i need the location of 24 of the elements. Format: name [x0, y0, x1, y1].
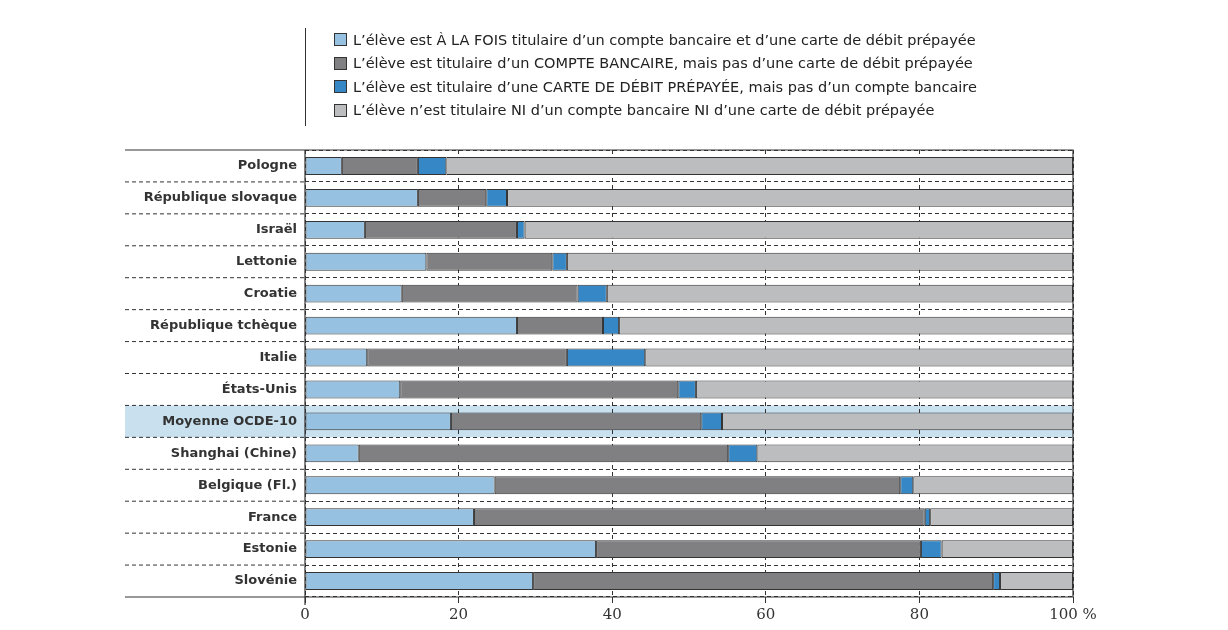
y-tick-label: Moyenne OCDE-10: [162, 412, 297, 428]
legend-label: L’élève est À LA FOIS titulaire d’un compte bancaire et d’une carte de débit prépayée: [353, 31, 976, 48]
y-tick-label: République slovaque: [143, 189, 298, 205]
x-tick-label: 60: [756, 604, 776, 623]
y-tick-label: Shanghai (Chine): [170, 444, 297, 460]
y-tick-label: Italie: [259, 348, 298, 364]
y-tick-label: Croatie: [243, 285, 298, 301]
y-tick-label: France: [247, 508, 298, 524]
x-tick-label: 40: [602, 604, 622, 623]
x-tick-label: 0: [300, 604, 310, 623]
legend-label: L’élève est titulaire d’une CARTE DE DÉBIT PRÉPAYÉE, mais pas d’un compte bancaire: [353, 78, 977, 95]
y-tick-label: États-Unis: [221, 380, 298, 396]
y-tick-label: Lettonie: [236, 253, 298, 269]
y-tick-label: Estonie: [242, 540, 298, 556]
legend-label: L’élève n’est titulaire NI d’un compte bancaire NI d’une carte de débit prépayée: [353, 102, 935, 119]
x-tick-label: 100 %: [1049, 604, 1097, 623]
y-tick-label: Pologne: [237, 157, 298, 173]
y-tick-label: République tchèque: [150, 316, 298, 332]
x-tick-label: 20: [449, 604, 469, 623]
y-tick-label: Belgique (Fl.): [197, 476, 297, 492]
x-tick-label: 80: [909, 604, 929, 623]
y-tick-label: Slovénie: [234, 572, 298, 588]
y-tick-label: Israël: [255, 221, 297, 237]
legend-label: L’élève est titulaire d’un COMPTE BANCAIRE, mais pas d’une carte de débit prépayée: [353, 55, 973, 72]
